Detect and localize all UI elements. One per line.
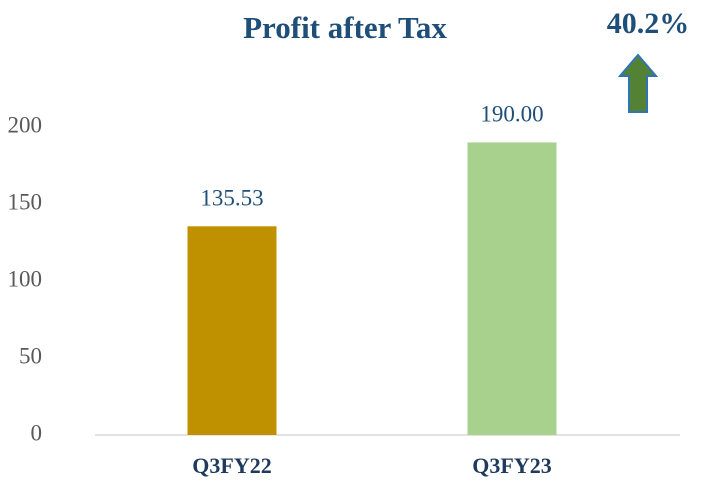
y-tick-label: 100 [8,266,43,291]
bar [467,142,557,435]
y-tick-label: 0 [31,420,43,445]
y-tick-label: 150 [8,189,43,214]
y-tick-label: 50 [19,343,42,368]
value-label: 135.53 [200,186,263,211]
x-tick-label: Q3FY23 [472,453,551,478]
annotation: 40.2% [607,7,690,40]
chart-title: Profit after Tax [243,10,447,45]
bar [187,226,277,435]
x-tick-label: Q3FY22 [192,453,271,478]
up-arrow [617,53,659,113]
y-tick-label: 200 [8,112,43,137]
value-label: 190.00 [480,102,543,127]
